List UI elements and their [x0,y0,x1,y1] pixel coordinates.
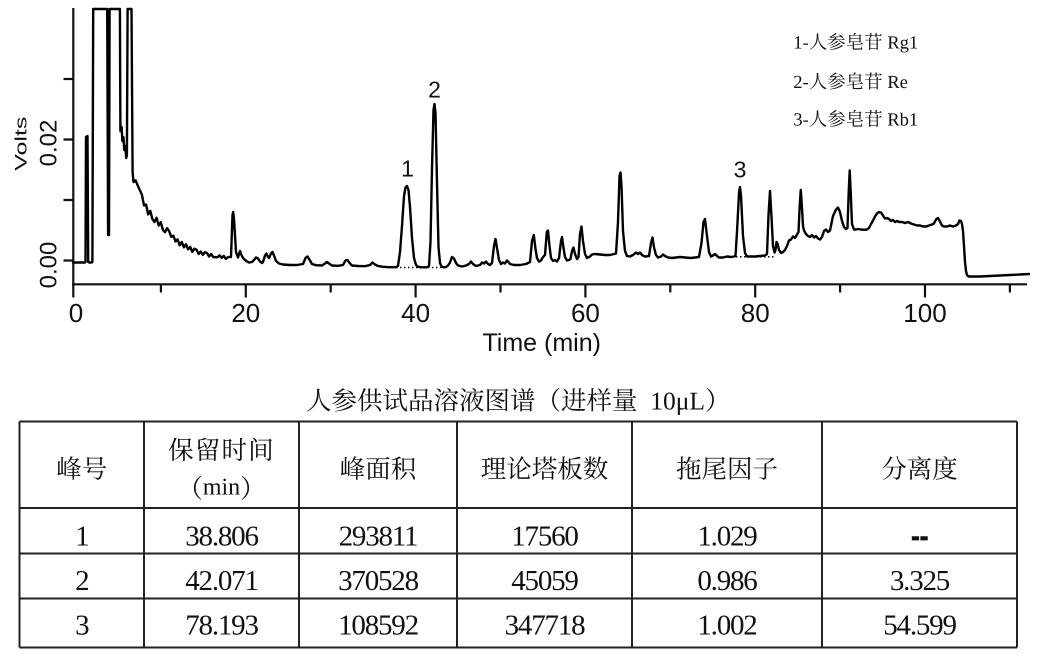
svg-text:1: 1 [75,520,88,552]
svg-text:1.029: 1.029 [697,520,757,552]
svg-text:20: 20 [231,298,260,328]
svg-text:0.986: 0.986 [697,565,757,597]
svg-text:0.00: 0.00 [36,242,63,289]
svg-text:2: 2 [75,565,88,597]
svg-text:370528: 370528 [338,565,419,597]
svg-text:60: 60 [571,298,600,328]
svg-text:17560: 17560 [511,520,578,552]
svg-text:42.071: 42.071 [185,565,258,597]
svg-text:78.193: 78.193 [185,610,258,642]
svg-text:38.806: 38.806 [185,520,258,552]
svg-text:347718: 347718 [505,610,586,642]
svg-text:40: 40 [401,298,430,328]
svg-text:1: 1 [401,156,414,182]
svg-text:0.02: 0.02 [36,120,63,167]
svg-text:3: 3 [75,610,89,642]
svg-text:100: 100 [903,298,946,328]
svg-text:3: 3 [734,157,747,183]
svg-text:3.325: 3.325 [890,565,950,597]
svg-text:54.599: 54.599 [883,610,956,642]
svg-text:108592: 108592 [338,610,418,642]
svg-text:0: 0 [69,298,83,328]
svg-text:2: 2 [428,77,441,103]
svg-text:45059: 45059 [511,565,578,597]
svg-text:Time (min): Time (min) [482,329,601,357]
svg-text:1.002: 1.002 [697,610,756,642]
svg-text:80: 80 [741,298,770,328]
svg-text:Volts: Volts [11,117,30,171]
svg-text:293811: 293811 [339,520,418,552]
